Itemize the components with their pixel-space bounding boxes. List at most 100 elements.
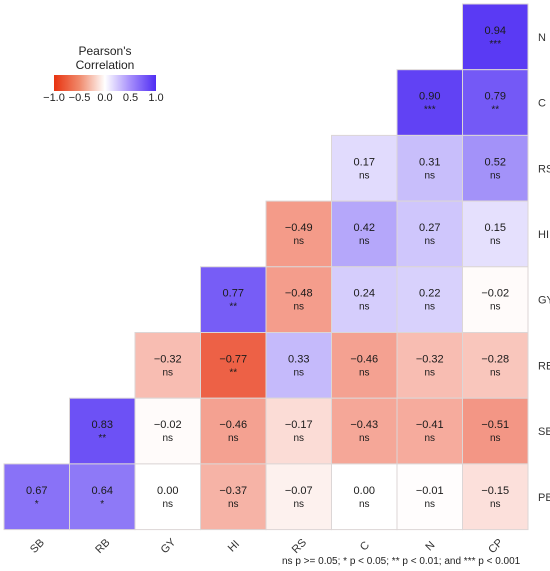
cell-significance-label: ns bbox=[359, 302, 370, 313]
cell-fill bbox=[462, 332, 529, 399]
cell-value-label: 0.31 bbox=[419, 156, 440, 168]
cell-fill bbox=[265, 200, 332, 268]
cell-rs-n: 0.31 ns bbox=[396, 134, 463, 202]
legend-tick-label: 0.0 bbox=[97, 92, 113, 104]
y-tick-label-rb: RB bbox=[538, 360, 550, 372]
x-tick-label-c: C bbox=[358, 539, 372, 553]
cell-significance-label: ns bbox=[424, 302, 435, 313]
cell-fill bbox=[396, 266, 463, 333]
cell-significance-label: ns bbox=[490, 433, 501, 444]
y-tick-label-n: N bbox=[538, 32, 546, 44]
legend-tick-label: 1.0 bbox=[148, 92, 164, 104]
cell-c-cp: 0.79 ** bbox=[462, 69, 529, 136]
cell-value-label: 0.94 bbox=[485, 25, 506, 37]
cell-value-label: −0.07 bbox=[285, 485, 313, 497]
cell-significance-label: ns bbox=[490, 367, 501, 378]
cell-fill bbox=[69, 397, 136, 465]
cell-significance-label: ns bbox=[424, 236, 435, 247]
cell-significance-label: ns bbox=[359, 499, 370, 510]
y-tick-label-pb: PB bbox=[538, 492, 550, 504]
y-tick-label-c: C bbox=[538, 98, 546, 110]
cell-value-label: −0.32 bbox=[416, 353, 444, 365]
legend-ticks: −1.0 −0.5 0.0 0.5 1.0 bbox=[43, 91, 164, 105]
cell-significance-label: ** bbox=[491, 105, 499, 116]
cell-significance-label: ** bbox=[229, 367, 237, 378]
x-tick-label-hi: HI bbox=[226, 538, 242, 554]
cell-pb-c: 0.00 ns bbox=[331, 463, 398, 531]
x-tick-label-gy: GY bbox=[159, 536, 179, 556]
cell-sb-rs: −0.17 ns bbox=[265, 397, 332, 465]
cell-fill bbox=[200, 397, 267, 465]
cell-significance-label: ns bbox=[424, 367, 435, 378]
cell-significance-label: *** bbox=[424, 105, 436, 116]
y-tick-label-rs: RS bbox=[538, 163, 550, 175]
cell-value-label: −0.48 bbox=[285, 288, 313, 300]
cell-sb-hi: −0.46 ns bbox=[200, 397, 267, 465]
cell-fill bbox=[462, 397, 529, 465]
x-tick-label-rb: RB bbox=[93, 537, 112, 556]
cell-pb-hi: −0.37 ns bbox=[200, 463, 267, 531]
cell-fill bbox=[3, 463, 70, 531]
cell-significance-label: * bbox=[100, 499, 104, 510]
cell-rs-c: 0.17 ns bbox=[331, 134, 398, 202]
cell-fill bbox=[462, 463, 529, 531]
legend-tick-label: −0.5 bbox=[68, 92, 91, 104]
cell-rb-gy: −0.32 ns bbox=[134, 332, 201, 399]
y-axis-labels: N C RS HI GY RB SB PB bbox=[538, 32, 550, 504]
cell-fill bbox=[265, 397, 332, 465]
cell-value-label: 0.79 bbox=[485, 91, 506, 103]
cell-value-label: 0.15 bbox=[485, 222, 506, 234]
cell-value-label: −0.46 bbox=[350, 353, 378, 365]
cell-rb-cp: −0.28 ns bbox=[462, 332, 529, 399]
x-axis-labels: SB RB GY HI RS C N CP bbox=[28, 536, 506, 556]
cell-rb-rs: 0.33 ns bbox=[265, 332, 332, 399]
cell-fill bbox=[396, 69, 463, 136]
cell-sb-rb: 0.83 ** bbox=[69, 397, 136, 465]
cell-pb-rb: 0.64 * bbox=[69, 463, 136, 531]
cell-value-label: −0.32 bbox=[154, 353, 182, 365]
cell-hi-cp: 0.15 ns bbox=[462, 200, 529, 268]
cell-significance-label: ns bbox=[162, 499, 173, 510]
cell-significance-label: ns bbox=[424, 499, 435, 510]
cell-significance-label: ns bbox=[293, 367, 304, 378]
cell-fill bbox=[200, 332, 267, 399]
cell-pb-n: −0.01 ns bbox=[396, 463, 463, 531]
cell-significance-label: ns bbox=[490, 499, 501, 510]
legend-tick-label: −1.0 bbox=[43, 92, 65, 104]
heatmap-cells: 0.94***0.90***0.79**0.17ns0.31ns0.52ns−0… bbox=[3, 3, 529, 531]
cell-significance-label: ns bbox=[162, 433, 173, 444]
cell-value-label: 0.64 bbox=[92, 485, 113, 497]
cell-gy-rs: −0.48 ns bbox=[265, 266, 332, 333]
cell-rb-hi: −0.77 ** bbox=[200, 332, 267, 399]
cell-sb-n: −0.41 ns bbox=[396, 397, 463, 465]
cell-significance-label: * bbox=[35, 499, 39, 510]
cell-significance-label: ns bbox=[359, 367, 370, 378]
cell-fill bbox=[331, 200, 398, 268]
cell-significance-label: ns bbox=[424, 170, 435, 181]
cell-fill bbox=[134, 463, 201, 531]
cell-value-label: −0.51 bbox=[481, 419, 509, 431]
cell-hi-c: 0.42 ns bbox=[331, 200, 398, 268]
cell-value-label: 0.33 bbox=[288, 353, 309, 365]
cell-value-label: −0.41 bbox=[416, 419, 444, 431]
cell-fill bbox=[331, 266, 398, 333]
cell-sb-c: −0.43 ns bbox=[331, 397, 398, 465]
cell-significance-label: ns bbox=[293, 499, 304, 510]
cell-pb-sb: 0.67 * bbox=[3, 463, 70, 531]
cell-value-label: 0.67 bbox=[26, 485, 47, 497]
cell-significance-label: ns bbox=[228, 499, 239, 510]
cell-hi-n: 0.27 ns bbox=[396, 200, 463, 268]
legend-title-line1: Pearson's bbox=[78, 44, 132, 58]
cell-significance-label: ns bbox=[293, 433, 304, 444]
cell-c-n: 0.90 *** bbox=[396, 69, 463, 136]
cell-significance-label: ns bbox=[490, 236, 501, 247]
cell-sb-gy: −0.02 ns bbox=[134, 397, 201, 465]
cell-fill bbox=[396, 332, 463, 399]
cell-value-label: −0.37 bbox=[219, 485, 247, 497]
cell-value-label: 0.24 bbox=[354, 288, 375, 300]
cell-value-label: 0.00 bbox=[157, 485, 178, 497]
cell-value-label: 0.42 bbox=[354, 222, 375, 234]
cell-value-label: −0.01 bbox=[416, 485, 444, 497]
cell-fill bbox=[396, 134, 463, 202]
significance-footnote: ns p >= 0.05; * p < 0.05; ** p < 0.01; a… bbox=[282, 556, 521, 567]
